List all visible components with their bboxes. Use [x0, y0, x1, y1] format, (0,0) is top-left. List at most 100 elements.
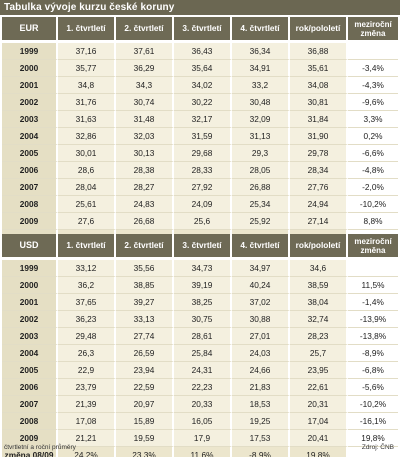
- table-title: Tabulka vývoje kurzu české koruny: [0, 0, 400, 15]
- table-row: 2001 34,8 34,3 34,02 33,2 34,08 -4,3%: [2, 77, 398, 94]
- year-cell: 2005: [2, 145, 58, 162]
- value-cell-q4: 33,2: [232, 77, 290, 94]
- value-cell-q3: 30,22: [174, 94, 232, 111]
- value-cell-q1: 27,6: [58, 213, 116, 230]
- value-cell-yr: 20,31: [290, 396, 348, 413]
- value-cell-q2: 34,3: [116, 77, 174, 94]
- table-row: 2009 21,21 19,59 17,9 17,53 20,41 19,8%: [2, 430, 398, 447]
- value-cell-q3: 24,09: [174, 196, 232, 213]
- table-row: 2001 37,65 39,27 38,25 37,02 38,04 -1,4%: [2, 294, 398, 311]
- value-cell-q1: 21,39: [58, 396, 116, 413]
- value-cell-q4: 28,05: [232, 162, 290, 179]
- change-cell: -2,0%: [348, 179, 398, 196]
- value-cell-q4: 18,53: [232, 396, 290, 413]
- value-cell-yr: 17,04: [290, 413, 348, 430]
- change-cell: -6,6%: [348, 145, 398, 162]
- value-cell-q1: 28,6: [58, 162, 116, 179]
- change-value-q4: -8,9%: [232, 447, 290, 457]
- source-note: Zdroj: ČNB: [361, 444, 394, 451]
- change-cell: -9,6%: [348, 94, 398, 111]
- change-cell: -4,3%: [348, 77, 398, 94]
- value-cell-q3: 24,31: [174, 362, 232, 379]
- value-cell-q2: 24,83: [116, 196, 174, 213]
- value-cell-q1: 35,77: [58, 60, 116, 77]
- change-cell: 19,8%: [348, 430, 398, 447]
- change-label-cell: změna 08/09: [2, 447, 58, 457]
- usd-table-body: 1999 33,12 35,56 34,73 34,97 34,6 2000 36,2 38,8…: [2, 260, 398, 457]
- value-cell-yr: 20,41: [290, 430, 348, 447]
- value-cell-q4: 31,13: [232, 128, 290, 145]
- value-cell-q2: 20,97: [116, 396, 174, 413]
- value-cell-q4: 25,92: [232, 213, 290, 230]
- value-cell-q2: 37,61: [116, 43, 174, 60]
- year-cell: 2007: [2, 396, 58, 413]
- year-cell: 2003: [2, 111, 58, 128]
- value-cell-yr: 34,6: [290, 260, 348, 277]
- change-cell: -10,2%: [348, 396, 398, 413]
- col-header-q2: 2. čtvrtletí: [116, 234, 174, 260]
- value-cell-q2: 26,68: [116, 213, 174, 230]
- value-cell-q1: 21,21: [58, 430, 116, 447]
- value-cell-q1: 33,12: [58, 260, 116, 277]
- value-cell-q2: 19,59: [116, 430, 174, 447]
- value-cell-q4: 30,48: [232, 94, 290, 111]
- change-cell: -8,9%: [348, 345, 398, 362]
- value-cell-yr: 27,14: [290, 213, 348, 230]
- value-cell-q1: 26,3: [58, 345, 116, 362]
- change-cell: -13,9%: [348, 311, 398, 328]
- change-cell: -3,4%: [348, 60, 398, 77]
- value-cell-q1: 36,2: [58, 277, 116, 294]
- value-cell-q2: 31,48: [116, 111, 174, 128]
- col-header-change: meziroční změna: [348, 234, 398, 260]
- currency-header: EUR: [2, 17, 58, 43]
- change-cell: [348, 43, 398, 60]
- change-cell: [348, 447, 398, 457]
- value-cell-q4: 24,66: [232, 362, 290, 379]
- value-cell-q3: 16,05: [174, 413, 232, 430]
- table-row: 2008 25,61 24,83 24,09 25,34 24,94 -10,2%: [2, 196, 398, 213]
- value-cell-q3: 35,64: [174, 60, 232, 77]
- value-cell-q3: 28,61: [174, 328, 232, 345]
- change-value-q2: 23,3%: [116, 447, 174, 457]
- value-cell-q2: 27,74: [116, 328, 174, 345]
- year-cell: 2004: [2, 128, 58, 145]
- value-cell-q2: 32,03: [116, 128, 174, 145]
- year-cell: 2002: [2, 311, 58, 328]
- value-cell-q2: 23,94: [116, 362, 174, 379]
- value-cell-q4: 27,01: [232, 328, 290, 345]
- year-cell: 2009: [2, 213, 58, 230]
- change-cell: -6,8%: [348, 362, 398, 379]
- eur-header-row: EUR 1. čtvrtletí 2. čtvrtletí 3. čtvrtle…: [2, 17, 398, 43]
- change-cell: -4,8%: [348, 162, 398, 179]
- value-cell-q3: 22,23: [174, 379, 232, 396]
- col-header-change: meziroční změna: [348, 17, 398, 43]
- value-cell-yr: 22,61: [290, 379, 348, 396]
- value-cell-q3: 20,33: [174, 396, 232, 413]
- value-cell-q2: 26,59: [116, 345, 174, 362]
- value-cell-q3: 17,9: [174, 430, 232, 447]
- value-cell-q3: 27,92: [174, 179, 232, 196]
- change-value-q3: 11,6%: [174, 447, 232, 457]
- year-cell: 2000: [2, 277, 58, 294]
- table-row: 1999 37,16 37,61 36,43 36,34 36,88: [2, 43, 398, 60]
- value-cell-q4: 32,09: [232, 111, 290, 128]
- table-row: 2003 29,48 27,74 28,61 27,01 28,23 -13,8%: [2, 328, 398, 345]
- change-cell: 11,5%: [348, 277, 398, 294]
- table-row: 2004 32,86 32,03 31,59 31,13 31,90 0,2%: [2, 128, 398, 145]
- value-cell-yr: 30,81: [290, 94, 348, 111]
- value-cell-q2: 33,13: [116, 311, 174, 328]
- year-cell: 2002: [2, 94, 58, 111]
- table-row: 2000 36,2 38,85 39,19 40,24 38,59 11,5%: [2, 277, 398, 294]
- value-cell-q1: 30,01: [58, 145, 116, 162]
- eur-rate-table: EUR 1. čtvrtletí 2. čtvrtletí 3. čtvrtle…: [2, 17, 398, 247]
- value-cell-q1: 28,04: [58, 179, 116, 196]
- value-cell-q2: 30,13: [116, 145, 174, 162]
- col-header-year: rok/pololetí: [290, 17, 348, 43]
- value-cell-q3: 25,6: [174, 213, 232, 230]
- value-cell-q1: 31,63: [58, 111, 116, 128]
- col-header-q1: 1. čtvrtletí: [58, 234, 116, 260]
- value-cell-yr: 25,7: [290, 345, 348, 362]
- value-cell-q2: 28,38: [116, 162, 174, 179]
- table-row: 2006 23,79 22,59 22,23 21,83 22,61 -5,6%: [2, 379, 398, 396]
- value-cell-q3: 31,59: [174, 128, 232, 145]
